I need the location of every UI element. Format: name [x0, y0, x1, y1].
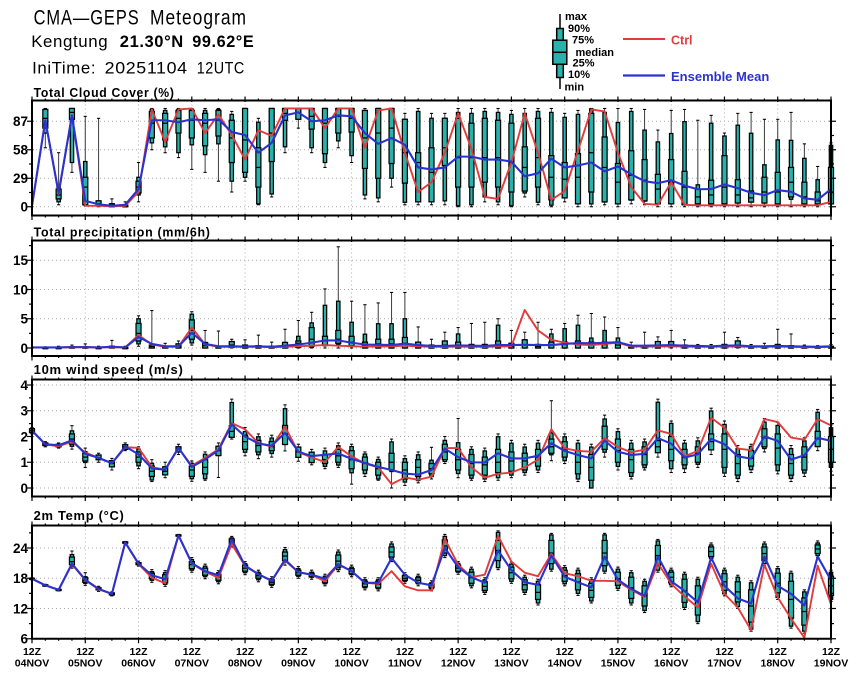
- svg-text:Total Cloud Cover (%): Total Cloud Cover (%): [34, 86, 175, 100]
- svg-text:3: 3: [20, 404, 28, 419]
- svg-text:12Z: 12Z: [129, 646, 148, 658]
- svg-text:24: 24: [13, 541, 29, 556]
- svg-text:90%: 90%: [568, 23, 590, 35]
- svg-text:87: 87: [13, 114, 28, 129]
- svg-text:0: 0: [20, 200, 28, 215]
- svg-text:12Z: 12Z: [76, 646, 95, 658]
- svg-text:Meteogram: Meteogram: [150, 7, 247, 30]
- svg-text:12UTC: 12UTC: [197, 59, 245, 78]
- svg-text:15: 15: [13, 253, 29, 268]
- svg-text:15NOV: 15NOV: [601, 658, 635, 670]
- svg-text:12Z: 12Z: [556, 646, 575, 658]
- svg-text:16NOV: 16NOV: [654, 658, 688, 670]
- svg-text:10%: 10%: [568, 69, 590, 81]
- svg-text:2m Temp (°C): 2m Temp (°C): [34, 509, 125, 523]
- svg-text:12Z: 12Z: [822, 646, 841, 658]
- svg-text:12Z: 12Z: [609, 646, 628, 658]
- svg-text:18NOV: 18NOV: [761, 658, 795, 670]
- svg-text:12Z: 12Z: [183, 646, 202, 658]
- svg-text:08NOV: 08NOV: [228, 658, 262, 670]
- svg-text:99.62°E: 99.62°E: [192, 32, 254, 51]
- svg-text:12Z: 12Z: [343, 646, 362, 658]
- svg-text:min: min: [565, 82, 585, 94]
- svg-text:0: 0: [20, 481, 28, 496]
- svg-text:12NOV: 12NOV: [441, 658, 475, 670]
- svg-text:18: 18: [13, 571, 29, 586]
- svg-text:10: 10: [13, 282, 28, 297]
- svg-text:CMA—GEPS: CMA—GEPS: [34, 7, 140, 30]
- svg-text:12Z: 12Z: [502, 646, 521, 658]
- svg-text:Ensemble Mean: Ensemble Mean: [671, 69, 769, 84]
- svg-text:10m wind speed (m/s): 10m wind speed (m/s): [34, 363, 184, 377]
- svg-text:0: 0: [20, 341, 28, 356]
- svg-text:12: 12: [13, 601, 28, 616]
- svg-text:Ctrl: Ctrl: [671, 34, 693, 48]
- svg-text:12Z: 12Z: [662, 646, 681, 658]
- svg-text:Total precipitation (mm/6h): Total precipitation (mm/6h): [34, 226, 211, 240]
- svg-text:5: 5: [20, 312, 28, 327]
- svg-text:07NOV: 07NOV: [175, 658, 209, 670]
- svg-text:max: max: [565, 11, 588, 23]
- svg-text:14NOV: 14NOV: [547, 658, 581, 670]
- svg-text:12Z: 12Z: [449, 646, 468, 658]
- svg-text:06NOV: 06NOV: [121, 658, 155, 670]
- svg-text:12Z: 12Z: [23, 646, 42, 658]
- svg-text:04NOV: 04NOV: [15, 658, 49, 670]
- svg-text:09NOV: 09NOV: [281, 658, 315, 670]
- svg-text:29: 29: [13, 171, 28, 186]
- svg-text:19NOV: 19NOV: [814, 658, 848, 670]
- svg-text:12Z: 12Z: [289, 646, 308, 658]
- svg-text:6: 6: [20, 632, 28, 647]
- svg-text:21.30°N: 21.30°N: [120, 32, 184, 51]
- svg-text:58: 58: [13, 143, 29, 158]
- svg-text:12Z: 12Z: [396, 646, 415, 658]
- svg-text:25%: 25%: [573, 58, 595, 70]
- svg-text:75%: 75%: [572, 35, 594, 47]
- svg-text:median: median: [576, 47, 615, 59]
- svg-text:IniTime:: IniTime:: [32, 59, 96, 78]
- svg-text:12Z: 12Z: [769, 646, 788, 658]
- svg-text:12Z: 12Z: [236, 646, 255, 658]
- svg-text:20251104: 20251104: [105, 59, 188, 78]
- svg-text:12Z: 12Z: [715, 646, 734, 658]
- svg-text:05NOV: 05NOV: [68, 658, 102, 670]
- svg-text:11NOV: 11NOV: [388, 658, 422, 670]
- svg-text:13NOV: 13NOV: [494, 658, 528, 670]
- svg-text:4: 4: [20, 378, 28, 393]
- svg-text:17NOV: 17NOV: [707, 658, 741, 670]
- svg-text:Kengtung: Kengtung: [31, 32, 108, 51]
- svg-text:1: 1: [20, 455, 28, 470]
- svg-text:2: 2: [20, 429, 28, 444]
- svg-text:10NOV: 10NOV: [334, 658, 368, 670]
